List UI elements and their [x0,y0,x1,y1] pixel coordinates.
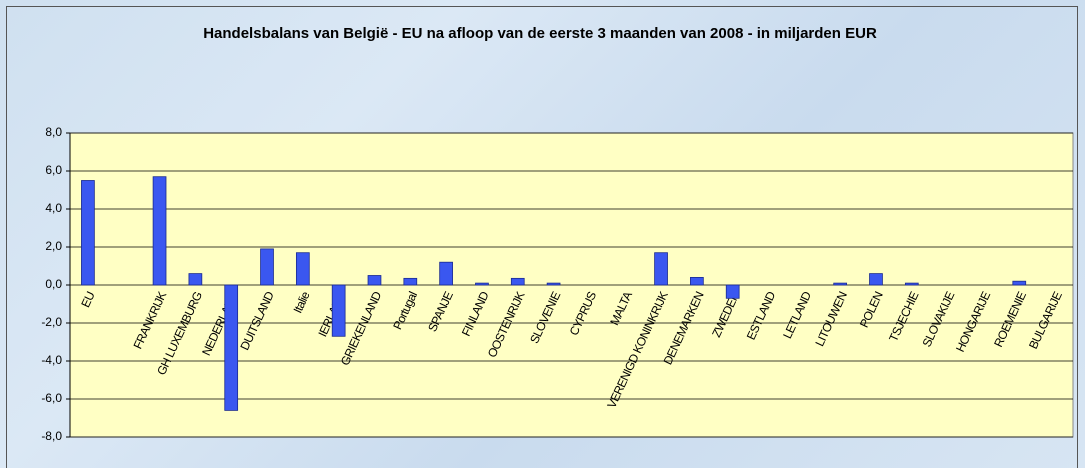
bar [654,252,668,286]
y-tick-label: 8,0 [45,125,62,139]
bar [510,277,525,286]
y-tick-label: 4,0 [45,201,62,215]
bar [904,282,919,286]
bar [260,248,274,286]
x-tick-label: EU [78,290,97,310]
bar [224,284,239,411]
bar [295,252,310,286]
y-tick-label: 0,0 [45,277,62,291]
chart-title: Handelsbalans van België - EU na afloop … [203,25,877,42]
chart-frame [6,6,1078,468]
bar [331,284,346,337]
bar [81,180,95,286]
bar [403,277,418,286]
y-tick-label: -6,0 [41,391,62,405]
bar [188,273,203,286]
bar [546,282,561,286]
y-tick-label: -8,0 [41,429,62,443]
y-tick-label: 2,0 [45,239,62,253]
bar [439,261,453,286]
bar [152,176,167,286]
y-tick-label: 6,0 [45,163,62,177]
bar [367,275,382,286]
bar [690,276,704,286]
y-tick-label: -4,0 [41,353,62,367]
bar [475,282,489,286]
bar [869,273,883,286]
bar [1012,280,1027,286]
y-tick-label: -2,0 [41,315,62,329]
bar [833,282,848,286]
bar [725,284,740,299]
